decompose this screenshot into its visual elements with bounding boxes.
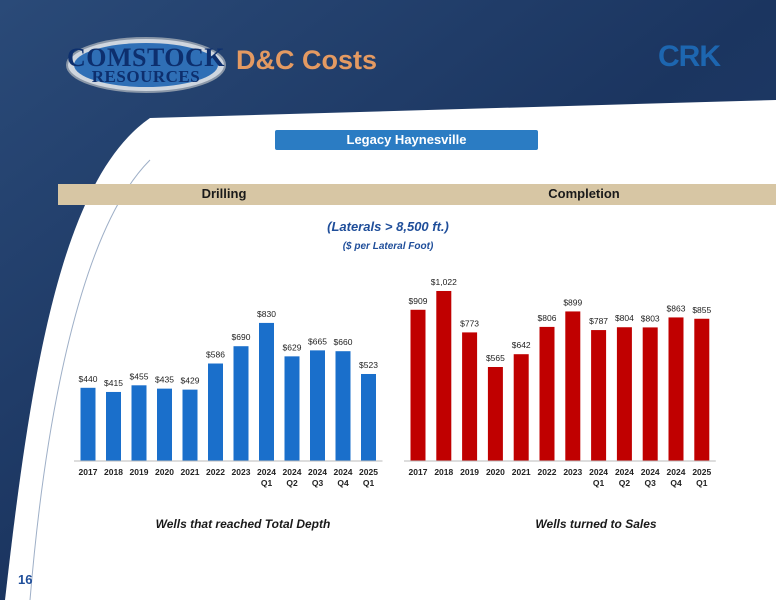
drilling-tick-label: Q1 (363, 478, 375, 488)
completion-value-label: $1,022 (431, 277, 457, 287)
drilling-bar (259, 322, 274, 461)
completion-tick-label: Q1 (696, 478, 708, 488)
completion-tick-label: 2023 (563, 467, 582, 477)
section-banner: Legacy Haynesville (275, 130, 538, 150)
units-subtitle: ($ per Lateral Foot) (342, 241, 434, 252)
completion-bar (462, 332, 478, 461)
company-logo: COMSTOCK RESOURCES (66, 37, 226, 93)
drilling-tick-label: 2018 (104, 467, 123, 477)
drilling-bar-chart: $440 2017 $415 2018 $455 2019 $435 2020 $429 2021… (74, 309, 383, 488)
drilling-bar (80, 387, 96, 461)
laterals-subtitle: (Laterals > 8,500 ft.) (327, 219, 449, 234)
completion-tick-label: 2019 (460, 467, 479, 477)
completion-value-label: $787 (589, 316, 608, 326)
drilling-bar (284, 356, 300, 461)
completion-tick-label: 2018 (434, 467, 453, 477)
completion-label: Completion (548, 186, 620, 201)
completion-tick-label: Q3 (645, 478, 657, 488)
completion-tick-label: 2021 (512, 467, 531, 477)
drilling-value-label: $629 (283, 342, 302, 352)
drilling-tick-label: Q4 (337, 478, 349, 488)
drilling-bar (106, 391, 121, 461)
completion-tick-label: Q4 (670, 478, 682, 488)
drilling-value-label: $660 (334, 337, 353, 347)
drilling-value-label: $440 (79, 374, 98, 384)
completion-value-label: $855 (692, 305, 711, 315)
drilling-caption: Wells that reached Total Depth (155, 517, 331, 531)
drilling-tick-label: 2022 (206, 467, 225, 477)
completion-bar (565, 311, 581, 461)
completion-tick-label: Q1 (593, 478, 605, 488)
drilling-tick-label: 2024 (257, 467, 276, 477)
completion-value-label: $806 (538, 313, 557, 323)
page-number: 16 (18, 572, 33, 587)
ticker-logo: CRK (658, 40, 721, 73)
drilling-tick-label: Q2 (286, 478, 298, 488)
completion-tick-label: 2017 (409, 467, 428, 477)
drilling-bar (182, 389, 198, 461)
drilling-tick-label: 2025 (359, 467, 378, 477)
logo-text-top: COMSTOCK (66, 43, 226, 72)
drilling-tick-label: 2019 (130, 467, 149, 477)
drilling-value-label: $586 (206, 350, 225, 360)
completion-bar-chart: $909 2017 $1,022 2018 $773 2019 $565 2020 $642 20… (404, 277, 716, 488)
drilling-label: Drilling (201, 186, 247, 201)
completion-value-label: $804 (615, 313, 634, 323)
drilling-tick-label: 2024 (334, 467, 353, 477)
drilling-tick-label: 2023 (232, 467, 251, 477)
completion-bar (487, 367, 503, 461)
drilling-value-label: $665 (308, 336, 327, 346)
completion-value-label: $773 (460, 318, 479, 328)
completion-value-label: $565 (486, 353, 505, 363)
drilling-tick-label: 2021 (181, 467, 200, 477)
drilling-value-label: $435 (155, 375, 174, 385)
completion-bar (513, 354, 529, 461)
section-header-bar (58, 184, 776, 205)
drilling-tick-label: 2017 (79, 467, 98, 477)
completion-value-label: $863 (667, 303, 686, 313)
drilling-bar (208, 363, 223, 461)
completion-bar (436, 290, 452, 461)
completion-bar (539, 326, 555, 461)
completion-bar (591, 330, 607, 461)
drilling-bar (310, 350, 325, 461)
drilling-tick-label: Q1 (261, 478, 273, 488)
completion-value-label: $642 (512, 340, 531, 350)
completion-value-label: $909 (409, 296, 428, 306)
completion-bar (694, 318, 710, 461)
completion-tick-label: 2024 (641, 467, 660, 477)
drilling-bar (335, 351, 351, 461)
completion-tick-label: 2022 (538, 467, 557, 477)
drilling-tick-label: Q3 (312, 478, 324, 488)
completion-tick-label: 2024 (589, 467, 608, 477)
completion-bar (616, 327, 632, 461)
drilling-value-label: $690 (232, 332, 251, 342)
completion-bar (410, 309, 426, 461)
drilling-bar (157, 388, 172, 461)
completion-tick-label: 2024 (615, 467, 634, 477)
logo-text-bottom: RESOURCES (91, 67, 201, 86)
drilling-value-label: $415 (104, 378, 123, 388)
drilling-bar (131, 385, 147, 461)
completion-tick-label: Q2 (619, 478, 631, 488)
drilling-value-label: $830 (257, 309, 276, 319)
completion-bar (668, 317, 684, 461)
drilling-value-label: $455 (130, 371, 149, 381)
drilling-value-label: $429 (181, 376, 200, 386)
drilling-tick-label: 2024 (283, 467, 302, 477)
completion-caption: Wells turned to Sales (535, 517, 657, 531)
completion-value-label: $899 (563, 297, 582, 307)
drilling-bar (233, 346, 249, 461)
completion-bar (642, 327, 658, 461)
completion-tick-label: 2020 (486, 467, 505, 477)
drilling-tick-label: 2024 (308, 467, 327, 477)
completion-value-label: $803 (641, 313, 660, 323)
completion-tick-label: 2024 (667, 467, 686, 477)
drilling-bar (361, 373, 376, 461)
drilling-tick-label: 2020 (155, 467, 174, 477)
completion-tick-label: 2025 (692, 467, 711, 477)
drilling-value-label: $523 (359, 360, 378, 370)
page-title: D&C Costs (236, 45, 378, 75)
